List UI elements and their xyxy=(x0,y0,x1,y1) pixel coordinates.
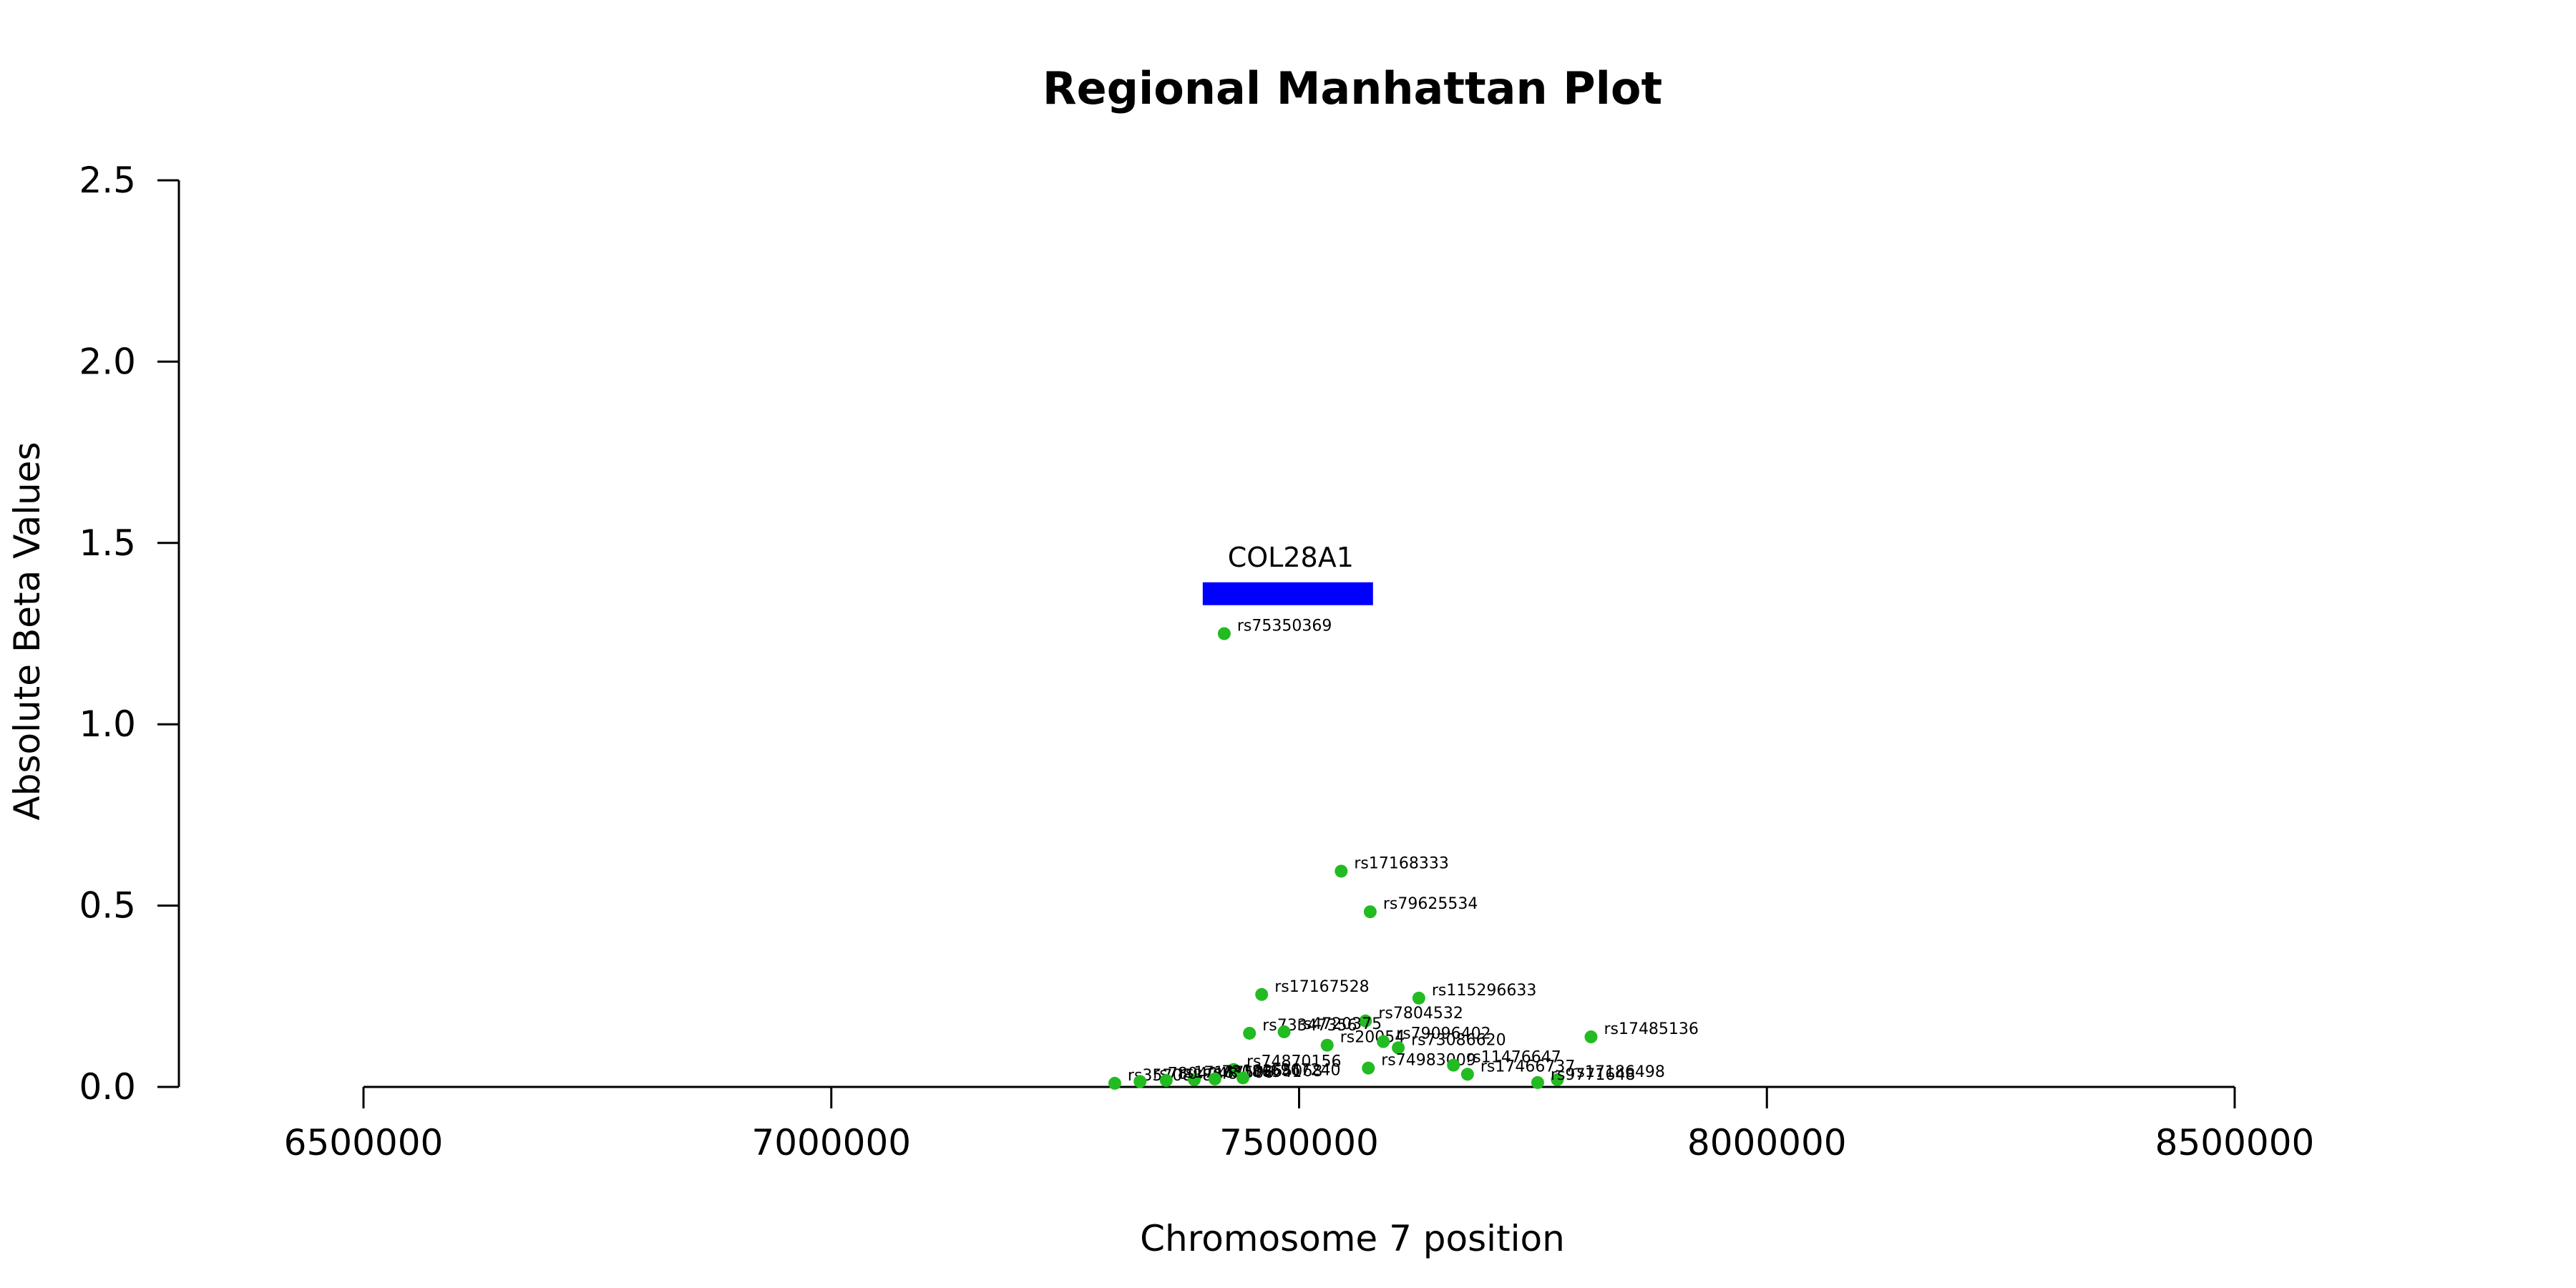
snp-point xyxy=(1133,1075,1147,1088)
snp-point xyxy=(1236,1071,1250,1085)
snp-label: rs17168333 xyxy=(1354,854,1448,872)
snp-label: rs115296633 xyxy=(1432,982,1536,1000)
snp-point xyxy=(1531,1075,1544,1089)
gene-bar xyxy=(1202,582,1373,605)
y-tick-label: 0.5 xyxy=(79,885,136,927)
y-tick-label: 2.0 xyxy=(79,341,136,382)
snp-point xyxy=(1551,1073,1564,1086)
snp-point xyxy=(1188,1073,1201,1086)
snp-point xyxy=(1277,1025,1291,1038)
snp-point xyxy=(1159,1073,1173,1087)
snp-point xyxy=(1412,991,1425,1005)
snp-label: rs73086541 xyxy=(1207,1063,1302,1081)
gene-track: COL28A1 xyxy=(1202,542,1373,605)
snp-label: rs4720375 xyxy=(1297,1015,1382,1033)
snp-label: rs7804532 xyxy=(1378,1005,1463,1023)
snp-label: rs9771648 xyxy=(1551,1066,1636,1084)
y-axis-label: Absolute Beta Values xyxy=(6,442,48,821)
snp-point xyxy=(1335,864,1348,878)
y-tick-label: 2.5 xyxy=(79,160,136,201)
snp-point xyxy=(1362,1061,1375,1075)
x-axis-label: Chromosome 7 position xyxy=(1140,1218,1565,1259)
snp-point xyxy=(1208,1072,1221,1085)
snp-label: rs17167506 xyxy=(1179,1064,1274,1082)
x-tick-label: 8500000 xyxy=(2155,1122,2315,1163)
snp-label: rs17167528 xyxy=(1274,978,1369,996)
snp-point xyxy=(1359,1014,1372,1028)
snp-label: rs74870156 xyxy=(1246,1053,1341,1071)
x-tick-label: 6500000 xyxy=(284,1122,444,1163)
snp-label: rs75350369 xyxy=(1237,618,1332,635)
snp-label: rs17186498 xyxy=(1570,1063,1664,1081)
x-tick-label: 8000000 xyxy=(1687,1122,1847,1163)
snp-point xyxy=(1255,987,1269,1001)
snp-points: rs75350369 rs17168333 rs79625534 rs17167528… xyxy=(1108,618,1699,1090)
snp-point xyxy=(1108,1076,1121,1090)
snp-point xyxy=(1217,627,1231,640)
snp-label: rs11476647 xyxy=(1466,1049,1561,1067)
snp-label: rs79625534 xyxy=(1383,895,1478,913)
y-tick-label: 1.0 xyxy=(79,703,136,745)
snp-point xyxy=(1392,1041,1405,1055)
y-tick-label: 1.5 xyxy=(79,522,136,564)
snp-point xyxy=(1377,1035,1390,1048)
x-tick-label: 7500000 xyxy=(1219,1122,1379,1163)
axes: 0.0 0.5 1.0 1.5 2.0 2.5 6500000 7000000 7500000 8… xyxy=(79,160,2314,1163)
x-tick-label: 7000000 xyxy=(751,1122,911,1163)
snp-label: rs79096402 xyxy=(1396,1025,1491,1043)
snp-label: rs17466737 xyxy=(1480,1058,1575,1075)
chart-title: Regional Manhattan Plot xyxy=(1043,62,1662,114)
snp-point xyxy=(1460,1068,1474,1081)
gene-label: COL28A1 xyxy=(1228,542,1354,573)
snp-label: rs73086620 xyxy=(1411,1031,1506,1049)
snp-label: rs6967240 xyxy=(1256,1061,1341,1079)
snp-point xyxy=(1320,1038,1334,1052)
snp-label: rs74983009 xyxy=(1381,1052,1475,1070)
snp-point xyxy=(1584,1030,1598,1044)
y-tick-label: 0.0 xyxy=(79,1066,136,1108)
snp-label: rs17485136 xyxy=(1604,1020,1698,1038)
snp-point xyxy=(1243,1026,1257,1040)
snp-point xyxy=(1226,1063,1240,1076)
snp-point xyxy=(1447,1058,1460,1072)
snp-point xyxy=(1363,905,1377,919)
